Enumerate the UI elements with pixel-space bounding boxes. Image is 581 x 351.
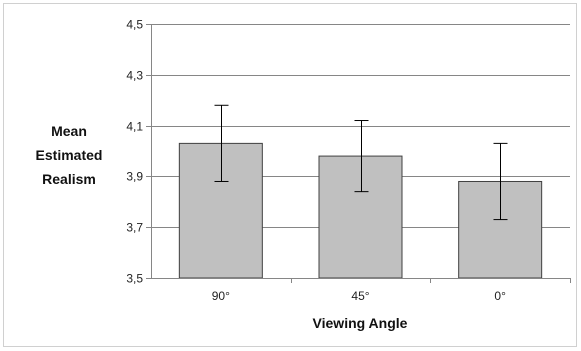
x-tick-label: 0°	[494, 289, 506, 303]
y-axis-title-line-1: Mean	[51, 123, 87, 139]
error-bars	[214, 104, 508, 221]
y-tick-label: 4,5	[126, 18, 143, 32]
y-tick-label: 4,1	[126, 120, 143, 134]
x-tick-label: 45°	[351, 289, 369, 303]
bar	[318, 155, 403, 279]
bar	[178, 142, 263, 279]
chart-frame	[3, 3, 577, 347]
y-tick-label: 3,7	[126, 221, 143, 235]
axes	[146, 24, 571, 283]
y-tick-label: 3,5	[126, 272, 143, 286]
y-tick-label: 4,3	[126, 69, 143, 83]
y-axis-title-line-3: Realism	[42, 171, 96, 187]
y-tick-label: 3,9	[126, 170, 143, 184]
y-axis-title-line-2: Estimated	[36, 147, 103, 163]
x-tick-label: 90°	[212, 289, 230, 303]
x-axis-title: Viewing Angle	[313, 315, 408, 331]
bars	[178, 142, 543, 279]
tick-labels: 3,5 3,7 3,9 4,1 4,3 4,5 90° 45° 0°	[126, 18, 506, 304]
